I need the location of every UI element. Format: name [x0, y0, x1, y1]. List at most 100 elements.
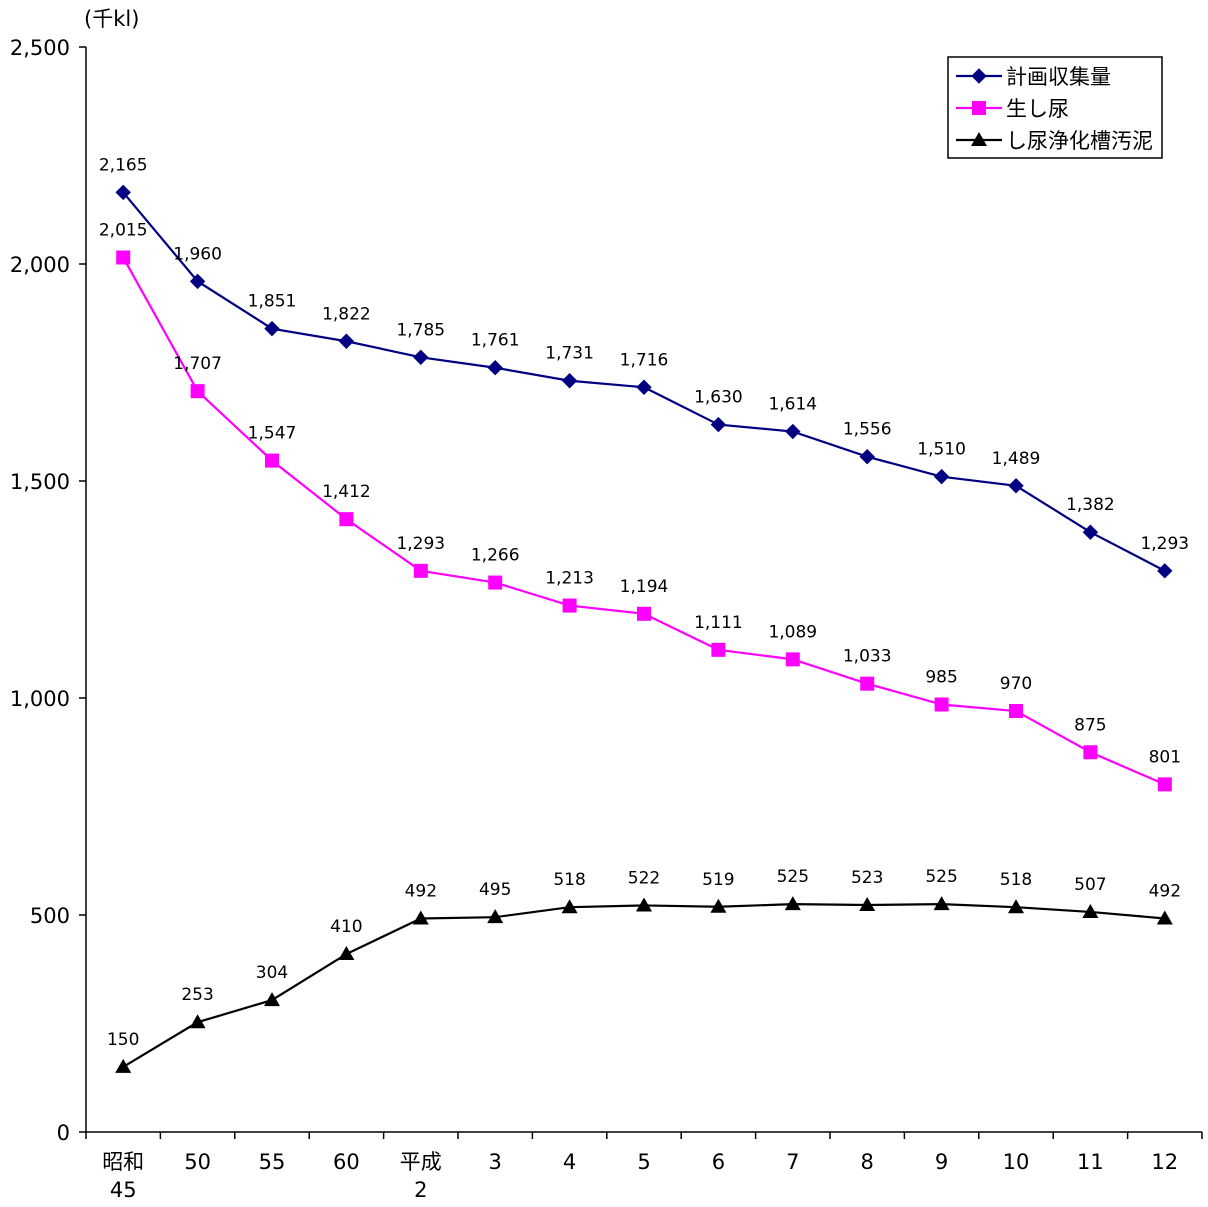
data-label: 410 — [330, 917, 362, 937]
data-label: 492 — [405, 881, 437, 901]
data-label: 1,630 — [694, 388, 743, 408]
data-label: 492 — [1149, 881, 1181, 901]
legend-item: 生し尿 — [956, 97, 1069, 121]
x-tick-label: 8 — [861, 1150, 874, 1174]
triangle-marker — [561, 899, 578, 914]
diamond-marker — [859, 448, 875, 465]
data-label: 1,412 — [322, 482, 371, 502]
data-label: 518 — [1000, 870, 1032, 890]
data-label: 519 — [702, 870, 734, 890]
data-label: 1,731 — [545, 344, 594, 364]
series-line — [122, 256, 1166, 786]
triangle-marker — [338, 946, 355, 961]
data-label: 875 — [1074, 715, 1106, 735]
y-tick-label: 0 — [57, 1121, 70, 1145]
x-tick-label: 11 — [1077, 1150, 1104, 1174]
x-tick-label: 12 — [1151, 1150, 1178, 1174]
data-label: 1,293 — [396, 534, 445, 554]
x-tick-label: 7 — [786, 1150, 799, 1174]
data-label: 1,851 — [248, 292, 297, 312]
x-tick-label: 50 — [184, 1150, 211, 1174]
triangle-marker — [487, 909, 504, 924]
legend-label: し尿浄化槽汚泥 — [1006, 129, 1153, 153]
x-tick-label: 45 — [110, 1178, 137, 1202]
triangle-marker — [1008, 899, 1024, 914]
data-label: 1,213 — [545, 569, 594, 589]
y-axis-unit-label: (千kl) — [84, 7, 139, 31]
triangle-marker — [264, 992, 280, 1007]
series-1 — [115, 184, 1173, 579]
data-label: 985 — [925, 668, 957, 688]
square-marker — [1157, 777, 1172, 792]
data-label: 1,194 — [620, 577, 669, 597]
y-tick-label: 500 — [30, 904, 70, 928]
data-label: 1,089 — [768, 622, 817, 642]
square-marker — [711, 642, 726, 657]
triangle-marker — [1082, 903, 1099, 918]
data-label: 525 — [925, 867, 957, 887]
square-marker — [488, 575, 503, 590]
x-tick-label: 昭和 — [102, 1150, 144, 1174]
data-label: 1,382 — [1066, 495, 1115, 515]
x-tick-label: 2 — [414, 1178, 427, 1202]
triangle-marker — [636, 897, 652, 912]
data-label: 2,165 — [99, 155, 148, 175]
y-tick-label: 2,500 — [10, 36, 70, 60]
diamond-marker — [933, 468, 950, 485]
data-label: 495 — [479, 880, 511, 900]
square-marker — [1083, 745, 1098, 760]
diamond-marker — [487, 360, 503, 376]
data-label: 253 — [181, 985, 213, 1005]
data-label: 1,293 — [1140, 534, 1189, 554]
diamond-marker — [785, 423, 801, 440]
legend-label: 計画収集量 — [1006, 65, 1111, 89]
triangle-marker — [933, 896, 950, 911]
data-label: 970 — [1000, 674, 1032, 694]
square-marker — [972, 101, 986, 115]
square-marker — [339, 512, 354, 527]
data-label: 1,033 — [843, 647, 892, 667]
diamond-marker — [264, 320, 280, 337]
diamond-marker — [1082, 524, 1099, 540]
x-tick-label: 9 — [935, 1150, 948, 1174]
triangle-marker — [1156, 910, 1173, 925]
x-tick-label: 平成 — [400, 1150, 442, 1174]
triangle-marker — [971, 132, 987, 146]
diamond-marker — [1008, 478, 1024, 494]
triangle-marker — [412, 910, 429, 925]
triangle-marker — [115, 1058, 132, 1073]
diamond-marker — [338, 333, 355, 349]
square-marker — [1009, 704, 1023, 719]
data-label: 525 — [777, 867, 809, 887]
data-label: 1,707 — [173, 354, 222, 374]
data-label: 522 — [628, 868, 660, 888]
diamond-marker — [971, 68, 987, 84]
data-label: 1,111 — [694, 613, 743, 633]
square-marker — [190, 384, 205, 399]
x-tick-label: 60 — [333, 1150, 360, 1174]
data-label: 1,822 — [322, 304, 371, 324]
data-labels: 2,165 1,960 1,851 1,822 1,785 1,761 1,731 1,716… — [99, 155, 1189, 1050]
data-label: 150 — [107, 1030, 139, 1050]
data-label: 518 — [553, 870, 585, 890]
x-tick-label: 55 — [259, 1150, 286, 1174]
data-label: 1,556 — [843, 420, 892, 440]
square-marker — [265, 453, 279, 468]
series-layer — [115, 184, 1173, 1073]
data-label: 1,960 — [173, 244, 222, 264]
y-tick-label: 1,000 — [10, 687, 70, 711]
series-3 — [115, 896, 1173, 1073]
diamond-marker — [561, 373, 578, 389]
triangle-marker — [189, 1014, 206, 1029]
diamond-marker — [189, 273, 206, 290]
diamond-marker — [115, 184, 131, 201]
square-marker — [637, 606, 651, 621]
data-label: 1,785 — [396, 320, 445, 340]
data-label: 801 — [1149, 747, 1181, 767]
x-tick-label: 3 — [489, 1150, 502, 1174]
square-marker — [860, 676, 875, 691]
series-line — [122, 903, 1165, 1068]
data-label: 1,716 — [620, 350, 669, 370]
